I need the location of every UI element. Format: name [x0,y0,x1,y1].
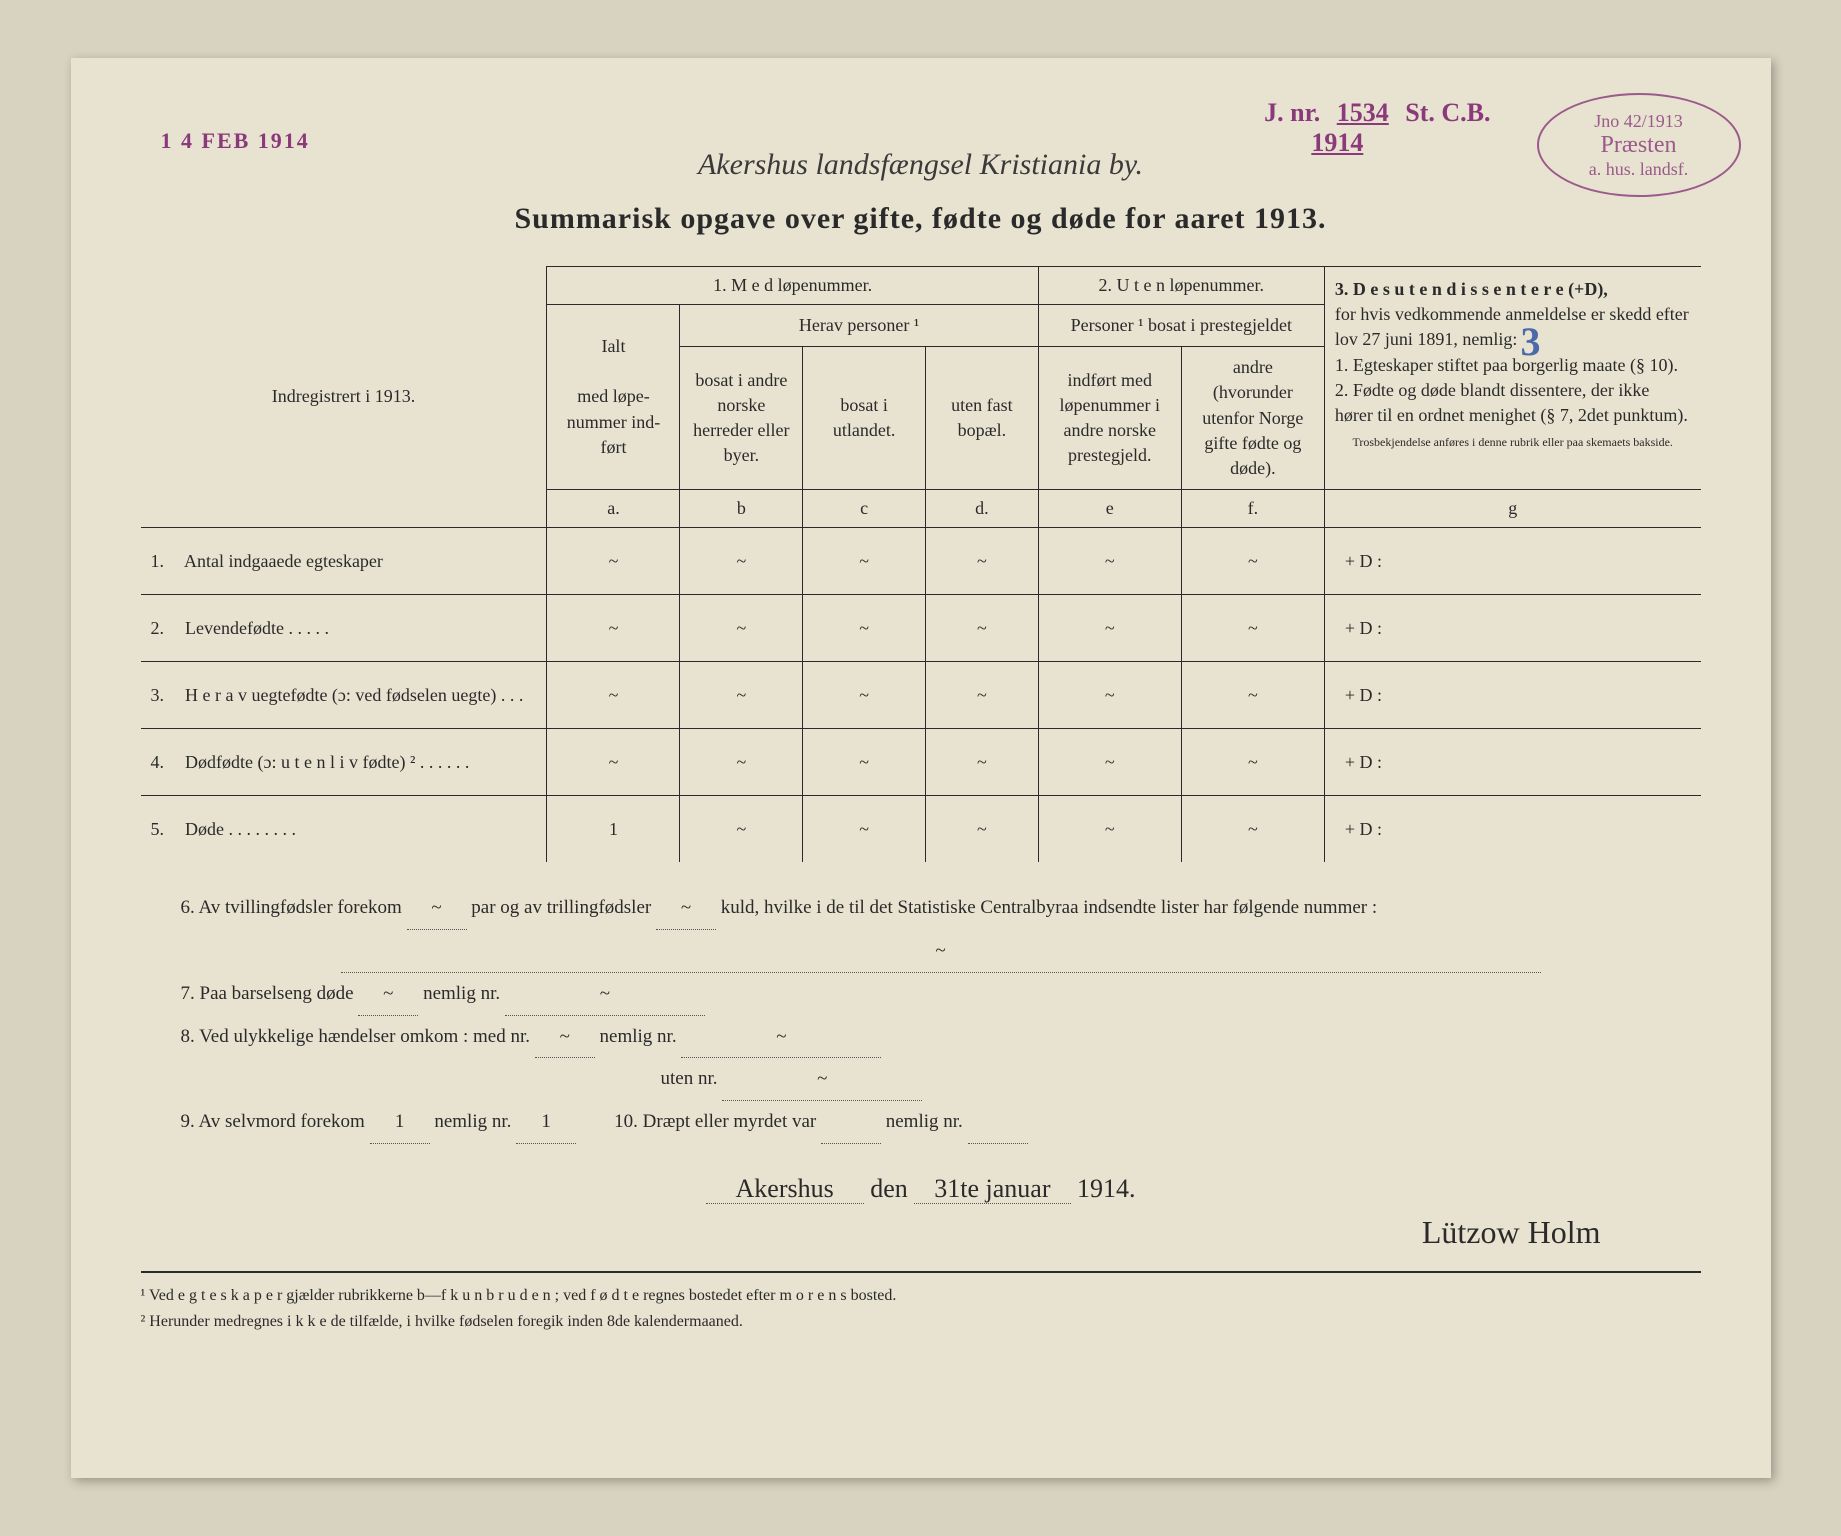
cell-a: ~ [547,662,680,729]
cell-b: ~ [680,528,803,595]
cell-g: + D : [1324,729,1700,796]
note-6-blank: ~ [181,930,1701,973]
letter-d: d. [926,490,1039,528]
oval-mid: Præsten [1600,132,1676,159]
col-group-3: 3. D e s u t e n d i s s e n t e r e (+D… [1324,267,1700,490]
note-8: 8. Ved ulykkelige hændelser omkom : med … [181,1016,1701,1059]
summary-table: Indregistrert i 1913. 1. M e d løpenumme… [141,266,1701,862]
cell-f: ~ [1181,528,1324,595]
jnr-suffix: St. C.B. [1405,98,1490,127]
sig-place: Akershus [706,1174,864,1204]
table-row: 3. H e r a v uegtefødte (ɔ: ved fødselen… [141,662,1701,729]
cell-d: ~ [926,729,1039,796]
col-d-header: uten fast bopæl. [926,347,1039,490]
cell-c: ~ [803,729,926,796]
ialt-sub: med løpe-nummer ind-ført [567,386,660,456]
journal-number-stamp: J. nr. 1534 St. C.B. 1914 [1264,98,1490,158]
cell-a: ~ [547,528,680,595]
row-label: 2. Levendefødte . . . . . [141,595,547,662]
cell-c: ~ [803,662,926,729]
footnotes: ¹ Ved e g t e s k a p e r gjælder rubrik… [141,1271,1701,1334]
notes-section: 6. Av tvillingfødsler forekom ~ par og a… [141,887,1701,1144]
sig-year: 1914. [1077,1174,1136,1203]
cell-e: ~ [1038,662,1181,729]
col-f-header: andre (hvorunder utenfor Norge gifte fød… [1181,347,1324,490]
note-7: 7. Paa barselseng døde ~ nemlig nr. ~ [181,973,1701,1016]
cell-b: ~ [680,796,803,863]
cell-b: ~ [680,662,803,729]
cell-a: ~ [547,729,680,796]
row-label: 1. Antal indgaaede egteskaper [141,528,547,595]
col-b-header: bosat i andre norske herreder eller byer… [680,347,803,490]
col-c-header: bosat i utlandet. [803,347,926,490]
cell-d: ~ [926,595,1039,662]
cell-e: ~ [1038,528,1181,595]
oval-stamp: Jno 42/1913 Præsten a. hus. landsf. [1537,93,1741,197]
row-label: 5. Døde . . . . . . . . [141,796,547,863]
cell-c: ~ [803,796,926,863]
cell-g: + D : [1324,662,1700,729]
note-6: 6. Av tvillingfødsler forekom ~ par og a… [181,887,1701,930]
oval-bot: a. hus. landsf. [1589,159,1688,180]
ialt-label: Ialt [601,336,625,356]
col-group-1: 1. M e d løpenummer. [547,267,1038,305]
cell-g: + D : [1324,595,1700,662]
cell-d: ~ [926,796,1039,863]
col-herav: Herav personer ¹ [680,305,1038,347]
cell-c: ~ [803,595,926,662]
cell-e: ~ [1038,595,1181,662]
footnote-1: ¹ Ved e g t e s k a p e r gjælder rubrik… [141,1283,1701,1309]
blue-pencil-mark: 3 [1521,318,1541,365]
cell-a: 1 [547,796,680,863]
signature-name: Lützow Holm [141,1214,1701,1251]
sig-date: 31te januar [914,1174,1070,1204]
table-row: 5. Døde . . . . . . . . 1 ~ ~ ~ ~ ~ + D … [141,796,1701,863]
jnr-number: 1534 [1327,98,1399,127]
col-personer2: Personer ¹ bosat i prestegjeldet [1038,305,1324,347]
letter-a: a. [547,490,680,528]
cell-e: ~ [1038,729,1181,796]
note-8b: uten nr. ~ [181,1058,1701,1101]
cell-c: ~ [803,528,926,595]
cell-f: ~ [1181,595,1324,662]
letter-b: b [680,490,803,528]
cell-g: + D : [1324,528,1700,595]
note-9-10: 9. Av selvmord forekom 1 nemlig nr. 1 10… [181,1101,1701,1144]
col-group-2: 2. U t e n løpenummer. [1038,267,1324,305]
cell-b: ~ [680,595,803,662]
cell-g: + D : [1324,796,1700,863]
cell-a: ~ [547,595,680,662]
table-row: 2. Levendefødte . . . . . ~ ~ ~ ~ ~ ~ + … [141,595,1701,662]
letter-c: c [803,490,926,528]
letter-g: g [1324,490,1700,528]
signature-date-line: Akershus den 31te januar 1914. [141,1174,1701,1204]
letter-e: e [1038,490,1181,528]
row-label: 3. H e r a v uegtefødte (ɔ: ved fødselen… [141,662,547,729]
sig-den: den [870,1174,908,1203]
col-ialt: Ialt med løpe-nummer ind-ført [547,305,680,490]
col-e-header: indført med løpenummer i andre norske pr… [1038,347,1181,490]
cell-f: ~ [1181,729,1324,796]
cell-b: ~ [680,729,803,796]
cell-e: ~ [1038,796,1181,863]
jnr-year: 1914 [1264,128,1490,158]
cell-d: ~ [926,662,1039,729]
document-title: Summarisk opgave over gifte, fødte og dø… [141,202,1701,236]
cell-d: ~ [926,528,1039,595]
oval-top: Jno 42/1913 [1594,111,1683,132]
group3-small: Trosbekjendelse anføres i denne rubrik e… [1335,434,1691,451]
document-page: 1 4 FEB 1914 J. nr. 1534 St. C.B. 1914 J… [71,58,1771,1478]
table-row: 4. Dødfødte (ɔ: u t e n l i v fødte) ² .… [141,729,1701,796]
row-header-label: Indregistrert i 1913. [141,267,547,528]
table-row: 1. Antal indgaaede egteskaper ~ ~ ~ ~ ~ … [141,528,1701,595]
letter-f: f. [1181,490,1324,528]
cell-f: ~ [1181,796,1324,863]
group3-title: 3. D e s u t e n d i s s e n t e r e (+D… [1335,279,1608,299]
received-date-stamp: 1 4 FEB 1914 [161,128,310,154]
cell-f: ~ [1181,662,1324,729]
footnote-2: ² Herunder medregnes i k k e de tilfælde… [141,1309,1701,1335]
group3-text: for hvis vedkommende anmeldelse er skedd… [1335,304,1689,425]
row-label: 4. Dødfødte (ɔ: u t e n l i v fødte) ² .… [141,729,547,796]
jnr-label: J. nr. [1264,98,1320,127]
